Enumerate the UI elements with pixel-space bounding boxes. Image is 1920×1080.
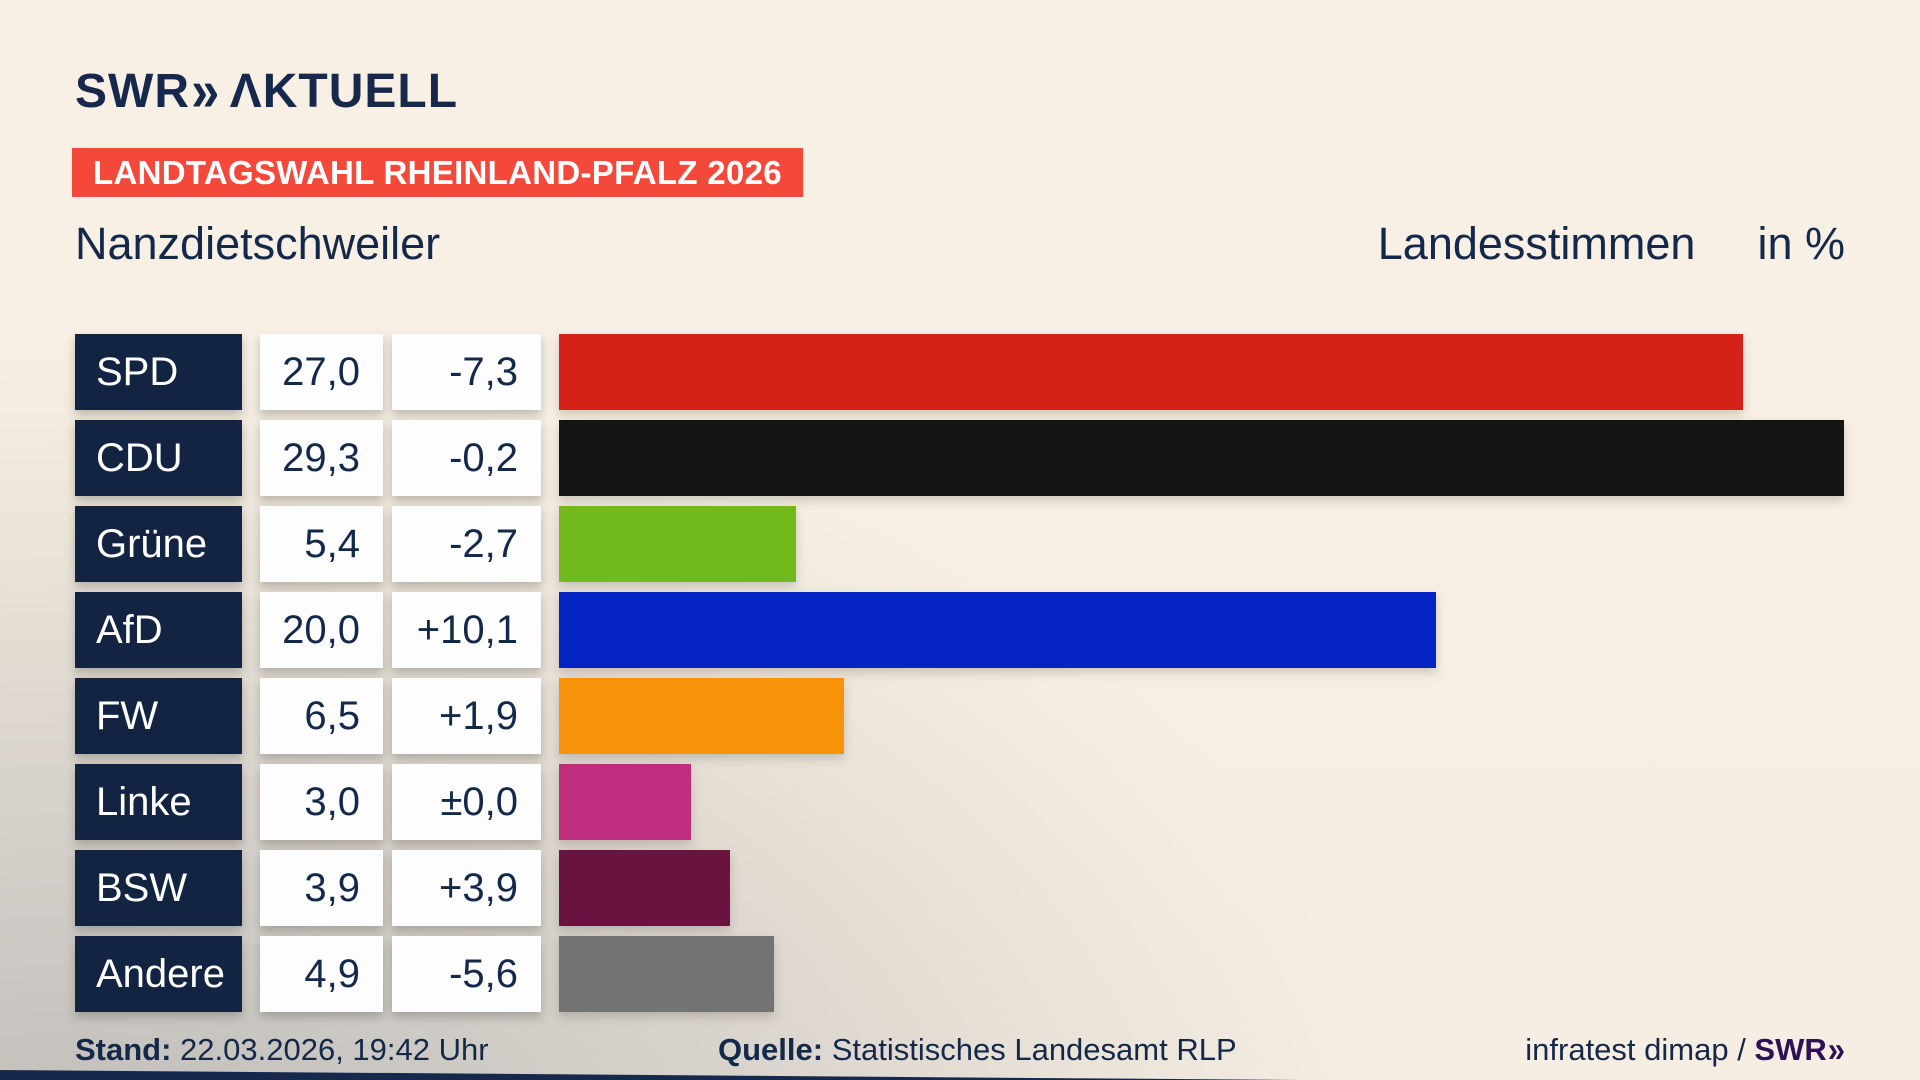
measure-label: Landesstimmen bbox=[1377, 218, 1696, 269]
party-value: 6,5 bbox=[260, 678, 383, 754]
party-bar bbox=[559, 506, 796, 582]
source-value: Statistisches Landesamt RLP bbox=[823, 1032, 1237, 1067]
party-label: Linke bbox=[75, 764, 242, 840]
aktuell-logo-text: ΛKTUELL bbox=[229, 65, 459, 118]
table-row: FW 6,5 +1,9 bbox=[75, 678, 1844, 754]
bottom-navy-wedge bbox=[0, 1070, 1300, 1080]
party-bar bbox=[559, 334, 1743, 410]
stand-timestamp: Stand: 22.03.2026, 19:42 Uhr bbox=[75, 1032, 489, 1068]
party-bar bbox=[559, 678, 844, 754]
table-row: AfD 20,0 +10,1 bbox=[75, 592, 1844, 668]
results-table: SPD 27,0 -7,3 CDU 29,3 -0,2 Grüne 5,4 -2,7 AfD 20,… bbox=[75, 334, 1844, 1012]
swr-logo-chevron-icon: » bbox=[191, 59, 221, 124]
table-row: Linke 3,0 ±0,0 bbox=[75, 764, 1844, 840]
table-row: SPD 27,0 -7,3 bbox=[75, 334, 1844, 410]
swr-footer-logo-text: SWR bbox=[1754, 1032, 1827, 1067]
party-label: CDU bbox=[75, 420, 242, 496]
swr-aktuell-logo: SWR» ΛKTUELL bbox=[75, 59, 459, 124]
source-label: Quelle: bbox=[718, 1032, 824, 1067]
party-value: 27,0 bbox=[260, 334, 383, 410]
party-change: -0,2 bbox=[392, 420, 541, 496]
party-value: 29,3 bbox=[260, 420, 383, 496]
party-bar bbox=[559, 936, 774, 1012]
agency-credit: infratest dimap / SWR» bbox=[1525, 1029, 1845, 1070]
table-row: CDU 29,3 -0,2 bbox=[75, 420, 1844, 496]
party-label: AfD bbox=[75, 592, 242, 668]
party-label: Grüne bbox=[75, 506, 242, 582]
party-bar bbox=[559, 850, 730, 926]
party-value: 3,9 bbox=[260, 850, 383, 926]
swr-logo-text: SWR bbox=[75, 65, 190, 118]
party-value: 4,9 bbox=[260, 936, 383, 1012]
party-change: -5,6 bbox=[392, 936, 541, 1012]
party-bar bbox=[559, 764, 691, 840]
party-value: 3,0 bbox=[260, 764, 383, 840]
party-label: BSW bbox=[75, 850, 242, 926]
source-credit: Quelle: Statistisches Landesamt RLP bbox=[718, 1032, 1237, 1068]
title-row: Nanzdietschweiler Landesstimmen in % bbox=[75, 218, 1845, 270]
party-bar bbox=[559, 592, 1436, 668]
party-label: Andere bbox=[75, 936, 242, 1012]
party-change: +1,9 bbox=[392, 678, 541, 754]
party-change: -7,3 bbox=[392, 334, 541, 410]
table-row: Grüne 5,4 -2,7 bbox=[75, 506, 1844, 582]
party-label: FW bbox=[75, 678, 242, 754]
party-bar bbox=[559, 420, 1844, 496]
footer: Stand: 22.03.2026, 19:42 Uhr Quelle: Sta… bbox=[0, 1029, 1920, 1074]
party-change: -2,7 bbox=[392, 506, 541, 582]
swr-footer-chevron-icon: » bbox=[1827, 1029, 1845, 1070]
unit-label: in % bbox=[1757, 218, 1845, 269]
party-change: +3,9 bbox=[392, 850, 541, 926]
election-banner: LANDTAGSWAHL RHEINLAND-PFALZ 2026 bbox=[72, 148, 803, 197]
municipality-title: Nanzdietschweiler bbox=[75, 218, 441, 269]
measure-title: Landesstimmen in % bbox=[1378, 218, 1845, 270]
table-row: Andere 4,9 -5,6 bbox=[75, 936, 1844, 1012]
swr-footer-logo: SWR» bbox=[1754, 1029, 1845, 1070]
party-change: +10,1 bbox=[392, 592, 541, 668]
stand-label: Stand: bbox=[75, 1032, 172, 1067]
stand-value: 22.03.2026, 19:42 Uhr bbox=[171, 1032, 489, 1067]
party-value: 5,4 bbox=[260, 506, 383, 582]
party-value: 20,0 bbox=[260, 592, 383, 668]
agency-name: infratest dimap / bbox=[1525, 1032, 1755, 1067]
table-row: BSW 3,9 +3,9 bbox=[75, 850, 1844, 926]
party-label: SPD bbox=[75, 334, 242, 410]
party-change: ±0,0 bbox=[392, 764, 541, 840]
